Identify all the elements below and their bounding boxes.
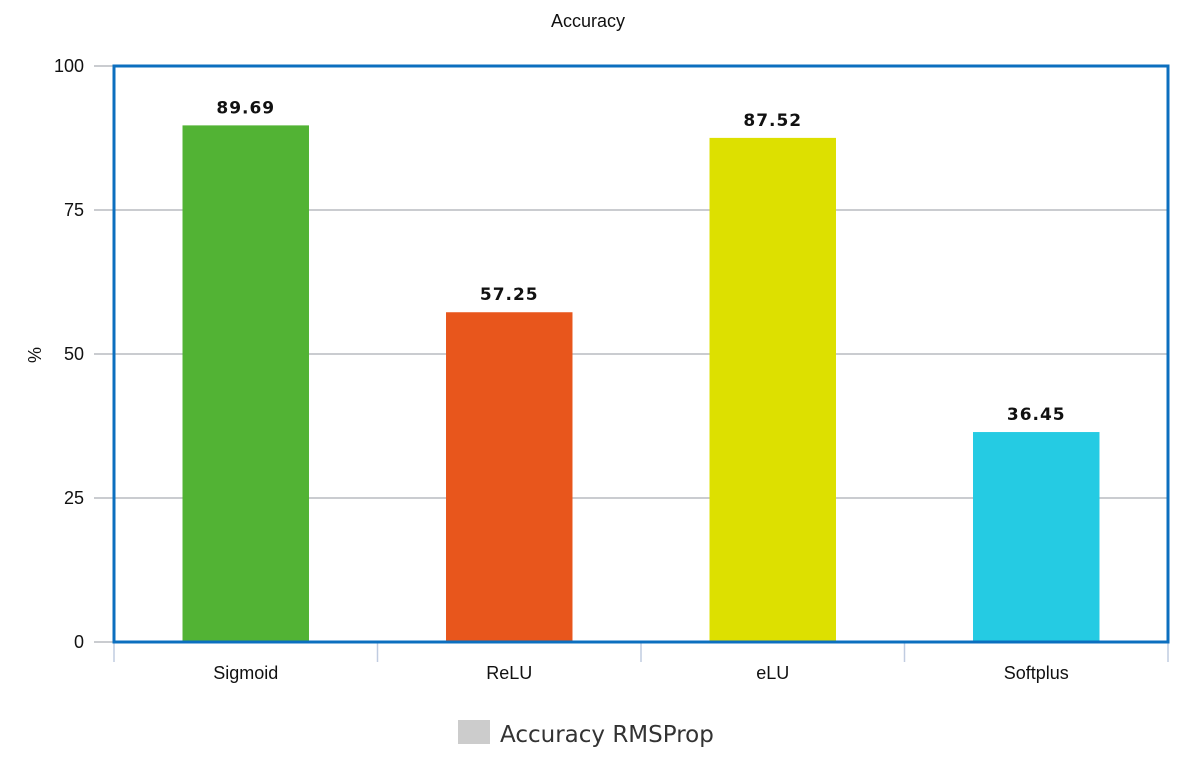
x-tick-label: Sigmoid: [213, 663, 278, 683]
x-tick-label: Softplus: [1004, 663, 1069, 683]
bar[interactable]: [182, 125, 309, 642]
data-label: 57.25: [480, 285, 539, 305]
bar[interactable]: [973, 432, 1100, 642]
x-tick-label: eLU: [756, 663, 789, 683]
y-tick-label: 100: [54, 56, 84, 76]
bar[interactable]: [709, 137, 836, 642]
y-axis-label: %: [24, 347, 44, 363]
y-tick-label: 25: [64, 488, 84, 508]
y-tick-label: 75: [64, 200, 84, 220]
chart-title: Accuracy: [551, 11, 625, 31]
legend[interactable]: Accuracy RMSProp: [458, 720, 714, 748]
legend-swatch: [458, 720, 490, 744]
data-labels: 89.69 57.25 87.52 36.45: [216, 98, 1066, 425]
bar[interactable]: [446, 312, 573, 642]
data-label: 89.69: [216, 98, 275, 118]
legend-label: Accuracy RMSProp: [500, 722, 714, 748]
axis-ticks: 0 25 50 75 100 Sigmoid ReLU eLU Softplus: [54, 56, 1169, 683]
y-tick-label: 0: [74, 632, 84, 652]
data-label: 87.52: [743, 111, 802, 131]
x-tick-label: ReLU: [486, 663, 532, 683]
bars: [182, 125, 1100, 642]
data-label: 36.45: [1007, 405, 1066, 425]
plot-area-frame: [112, 64, 1170, 644]
y-tick-label: 50: [64, 344, 84, 364]
